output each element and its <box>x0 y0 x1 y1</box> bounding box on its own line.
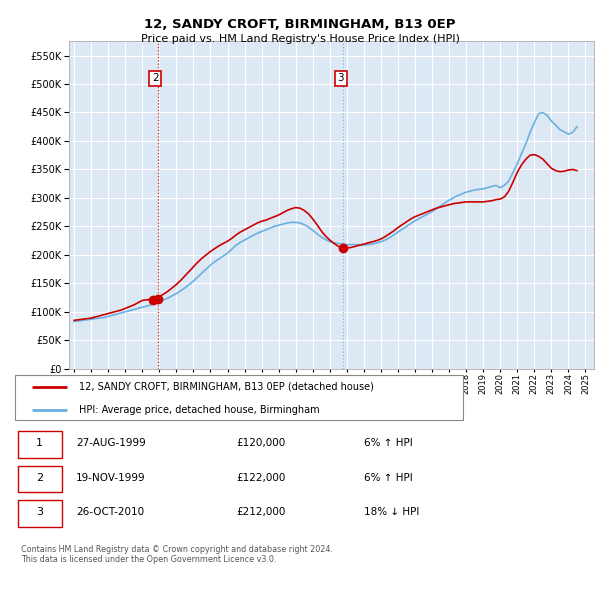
Text: 26-OCT-2010: 26-OCT-2010 <box>76 507 144 517</box>
Text: £122,000: £122,000 <box>236 473 286 483</box>
Text: £120,000: £120,000 <box>236 438 286 448</box>
Text: 18% ↓ HPI: 18% ↓ HPI <box>364 507 419 517</box>
Text: £212,000: £212,000 <box>236 507 286 517</box>
Text: 27-AUG-1999: 27-AUG-1999 <box>76 438 146 448</box>
Text: 3: 3 <box>36 507 43 517</box>
Text: 6% ↑ HPI: 6% ↑ HPI <box>364 473 413 483</box>
Text: 12, SANDY CROFT, BIRMINGHAM, B13 0EP: 12, SANDY CROFT, BIRMINGHAM, B13 0EP <box>144 18 456 31</box>
Text: HPI: Average price, detached house, Birmingham: HPI: Average price, detached house, Birm… <box>79 405 320 415</box>
FancyBboxPatch shape <box>18 466 62 492</box>
Text: 1: 1 <box>36 438 43 448</box>
Text: 12, SANDY CROFT, BIRMINGHAM, B13 0EP (detached house): 12, SANDY CROFT, BIRMINGHAM, B13 0EP (de… <box>79 382 374 392</box>
FancyBboxPatch shape <box>15 375 463 421</box>
Text: Price paid vs. HM Land Registry's House Price Index (HPI): Price paid vs. HM Land Registry's House … <box>140 34 460 44</box>
Text: 6% ↑ HPI: 6% ↑ HPI <box>364 438 413 448</box>
Text: Contains HM Land Registry data © Crown copyright and database right 2024.
This d: Contains HM Land Registry data © Crown c… <box>21 545 332 564</box>
FancyBboxPatch shape <box>18 500 62 527</box>
Text: 2: 2 <box>36 473 43 483</box>
Text: 19-NOV-1999: 19-NOV-1999 <box>76 473 146 483</box>
Text: 2: 2 <box>152 73 158 83</box>
Text: 3: 3 <box>338 73 344 83</box>
FancyBboxPatch shape <box>18 431 62 458</box>
